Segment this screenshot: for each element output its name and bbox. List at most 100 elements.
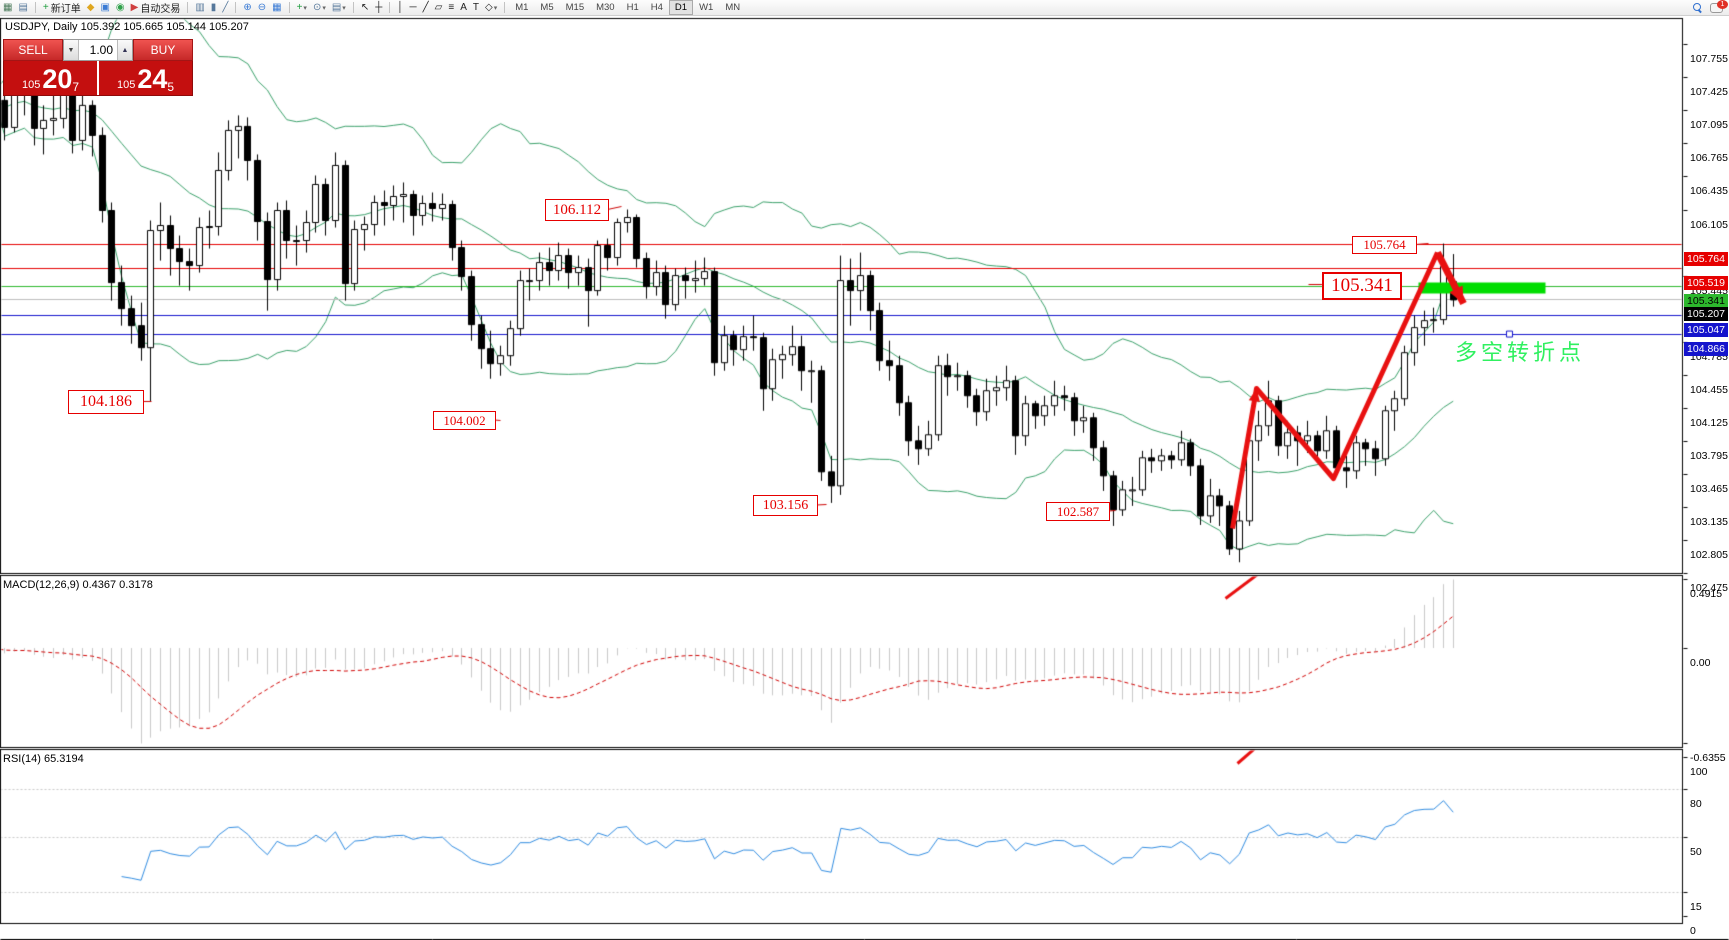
timeframe-h4[interactable]: H4: [650, 2, 663, 13]
trendline-icon[interactable]: ╱: [420, 1, 432, 15]
toolbar-separator: [288, 2, 290, 13]
autotrading-icon-label: 自动交易: [140, 4, 181, 15]
zoom-in-icon: ⊕: [243, 1, 252, 13]
volume-down-button[interactable]: ▼: [64, 40, 79, 60]
timeframe-h1[interactable]: H1: [626, 2, 639, 13]
zoom-out-icon[interactable]: ⊖: [255, 1, 269, 15]
ask-price[interactable]: 105 24 5: [99, 61, 192, 95]
indicators-add-icon: +: [296, 1, 303, 13]
price-tag-105-519: 105.519: [1684, 276, 1728, 291]
timeframe-bar: M1 M5 M15 M30 H1 H4 D1 W1 MN: [509, 0, 746, 15]
toolbar-group-objects: + ▾ ⊙ ▾ ▤ ▾: [294, 0, 349, 15]
vertical-line-icon: │: [397, 1, 404, 13]
mql-editor-icon[interactable]: ◆: [84, 1, 98, 15]
price-divider: [97, 61, 99, 95]
toolbar-separator: [187, 2, 189, 13]
toolbar-separator: [235, 2, 237, 13]
crosshair-icon[interactable]: ┼: [372, 1, 385, 15]
line-chart-icon[interactable]: ╱: [219, 1, 231, 15]
symbol-header: USDJPY, Daily 105.392 105.665 105.144 10…: [5, 21, 249, 33]
autotrading-icon[interactable]: ▶ 自动交易: [128, 1, 184, 16]
price-label-102-587[interactable]: 102.587: [1046, 502, 1110, 521]
timeframe-mn[interactable]: MN: [725, 2, 741, 13]
chart-canvas[interactable]: [0, 15, 1729, 940]
templates-icon: ▤: [331, 1, 342, 13]
new-order-icon: +: [42, 1, 49, 13]
axis-tick-106.105: 106.105: [1690, 218, 1728, 231]
new-order-icon[interactable]: + 新订单: [40, 1, 84, 16]
price-label-106-112[interactable]: 106.112: [545, 199, 609, 221]
fibonacci-icon[interactable]: ≡: [445, 1, 457, 15]
price-label-104-002[interactable]: 104.002: [433, 411, 496, 430]
profiles-icon[interactable]: ▤: [15, 1, 30, 15]
macd-scale-max: 0.4915: [1690, 588, 1723, 600]
cursor-icon[interactable]: ↖: [358, 1, 372, 15]
ask-big: 24: [137, 64, 168, 94]
price-label-103-156[interactable]: 103.156: [753, 495, 818, 516]
timeframe-m1[interactable]: M1: [515, 2, 529, 13]
label-icon[interactable]: T: [470, 1, 482, 15]
rsi-scale-100: 100: [1690, 766, 1708, 778]
indicators-add-icon[interactable]: + ▾: [294, 1, 310, 15]
tile-windows-icon[interactable]: ▦: [269, 1, 284, 15]
text-icon[interactable]: A: [457, 1, 470, 15]
volume-up-button[interactable]: ▲: [117, 40, 132, 60]
buy-button[interactable]: BUY: [133, 39, 193, 61]
line-chart-icon: ╱: [222, 1, 229, 13]
price-label-104-186[interactable]: 104.186: [68, 390, 144, 414]
axis-tick-107.755: 107.755: [1690, 53, 1728, 66]
price-tag-105-341: 105.341: [1684, 294, 1728, 308]
periods-icon: ⊙: [312, 1, 322, 13]
horizontal-line-icon: ─: [409, 1, 417, 13]
signals-icon[interactable]: ◉: [113, 1, 128, 15]
templates-icon-dropdown[interactable]: ▾: [342, 4, 346, 12]
vertical-line-icon[interactable]: │: [394, 1, 406, 15]
channel-icon[interactable]: ▱: [432, 1, 446, 15]
cn-annotation-text[interactable]: 多空转折点: [1455, 340, 1586, 365]
timeframe-m30[interactable]: M30: [596, 2, 615, 13]
bid-sup: 7: [72, 80, 80, 94]
autotrading-icon: ▶: [130, 1, 139, 13]
new-chart-icon[interactable]: ▦: [0, 1, 15, 15]
periods-icon[interactable]: ⊙ ▾: [310, 1, 329, 15]
tile-windows-icon: ▦: [272, 1, 282, 13]
notification-badge: 1: [1717, 0, 1728, 9]
templates-icon[interactable]: ▤ ▾: [329, 1, 349, 15]
arrows-tool-icon[interactable]: ◇ ▾: [482, 1, 500, 15]
sell-button[interactable]: SELL: [3, 39, 63, 61]
text-icon: A: [460, 1, 467, 13]
axis-tick-103.795: 103.795: [1690, 449, 1728, 462]
arrows-tool-icon-dropdown[interactable]: ▾: [493, 4, 498, 12]
crosshair-icon: ┼: [375, 1, 383, 13]
fibonacci-icon: ≡: [448, 1, 455, 13]
timeframe-m15[interactable]: M15: [565, 2, 585, 13]
horizontal-line-icon[interactable]: ─: [407, 1, 420, 15]
periods-icon-dropdown[interactable]: ▾: [322, 4, 326, 12]
indicators-add-icon-dropdown[interactable]: ▾: [303, 4, 307, 12]
bar-chart-icon: ▥: [195, 1, 205, 13]
timeframe-w1[interactable]: W1: [699, 2, 714, 13]
zoom-in-icon[interactable]: ⊕: [240, 1, 254, 15]
candlestick-icon[interactable]: ▮: [208, 1, 220, 15]
toolbar-group-trading: + 新订单 ◆ ▣ ◉ ▶ 自动交易: [40, 0, 184, 16]
price-label-105-764[interactable]: 105.764: [1352, 236, 1417, 254]
axis-tick-104.125: 104.125: [1690, 416, 1728, 429]
chat-icon[interactable]: 1: [1710, 0, 1728, 13]
toolbar-separator: [352, 2, 354, 13]
toolbar-group-drawing: │ ─ ╱ ▱ ≡ A T ◇ ▾: [394, 0, 500, 15]
bid-price[interactable]: 105 20 7: [4, 61, 97, 95]
rsi-scale-50: 50: [1690, 845, 1702, 858]
toolbar-group-zoom: ⊕ ⊖ ▦: [240, 0, 284, 15]
timeframe-d1[interactable]: D1: [668, 0, 694, 15]
market-icon[interactable]: ▣: [97, 1, 112, 15]
search-icon[interactable]: [1693, 3, 1702, 13]
timeframe-m5[interactable]: M5: [540, 2, 554, 13]
cursor-icon: ↖: [360, 1, 370, 13]
bar-chart-icon[interactable]: ▥: [192, 1, 207, 15]
rsi-scale-15: 15: [1690, 901, 1702, 914]
volume-field[interactable]: 1.00: [89, 43, 113, 57]
price-label-105-341[interactable]: 105.341: [1322, 272, 1402, 300]
toolbar: ▦ ▤ + 新订单 ◆ ▣ ◉ ▶ 自动交易 ▥ ▮ ╱ ⊕ ⊖ ▦ + ▾ ⊙ ▾ ▤ ▾ ↖ ┼ │ ─ ╱ ▱ ≡ A T ◇ ▾ M1 M…: [0, 0, 1729, 16]
toolbar-group-charts: ▦ ▤: [0, 0, 31, 15]
arrows-tool-icon: ◇: [485, 1, 493, 13]
